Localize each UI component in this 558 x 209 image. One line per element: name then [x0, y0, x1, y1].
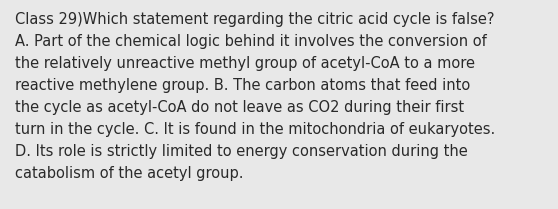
Text: A. Part of the chemical logic behind it involves the conversion of: A. Part of the chemical logic behind it …	[15, 34, 487, 49]
Text: Class 29)Which statement regarding the citric acid cycle is false?: Class 29)Which statement regarding the c…	[15, 12, 494, 27]
Text: reactive methylene group. B. The carbon atoms that feed into: reactive methylene group. B. The carbon …	[15, 78, 470, 93]
Text: D. Its role is strictly limited to energy conservation during the: D. Its role is strictly limited to energ…	[15, 144, 468, 159]
Text: catabolism of the acetyl group.: catabolism of the acetyl group.	[15, 166, 243, 181]
Text: the cycle as acetyl-CoA do not leave as CO2 during their first: the cycle as acetyl-CoA do not leave as …	[15, 100, 464, 115]
Text: turn in the cycle. C. It is found in the mitochondria of eukaryotes.: turn in the cycle. C. It is found in the…	[15, 122, 496, 137]
Text: the relatively unreactive methyl group of acetyl-CoA to a more: the relatively unreactive methyl group o…	[15, 56, 475, 71]
